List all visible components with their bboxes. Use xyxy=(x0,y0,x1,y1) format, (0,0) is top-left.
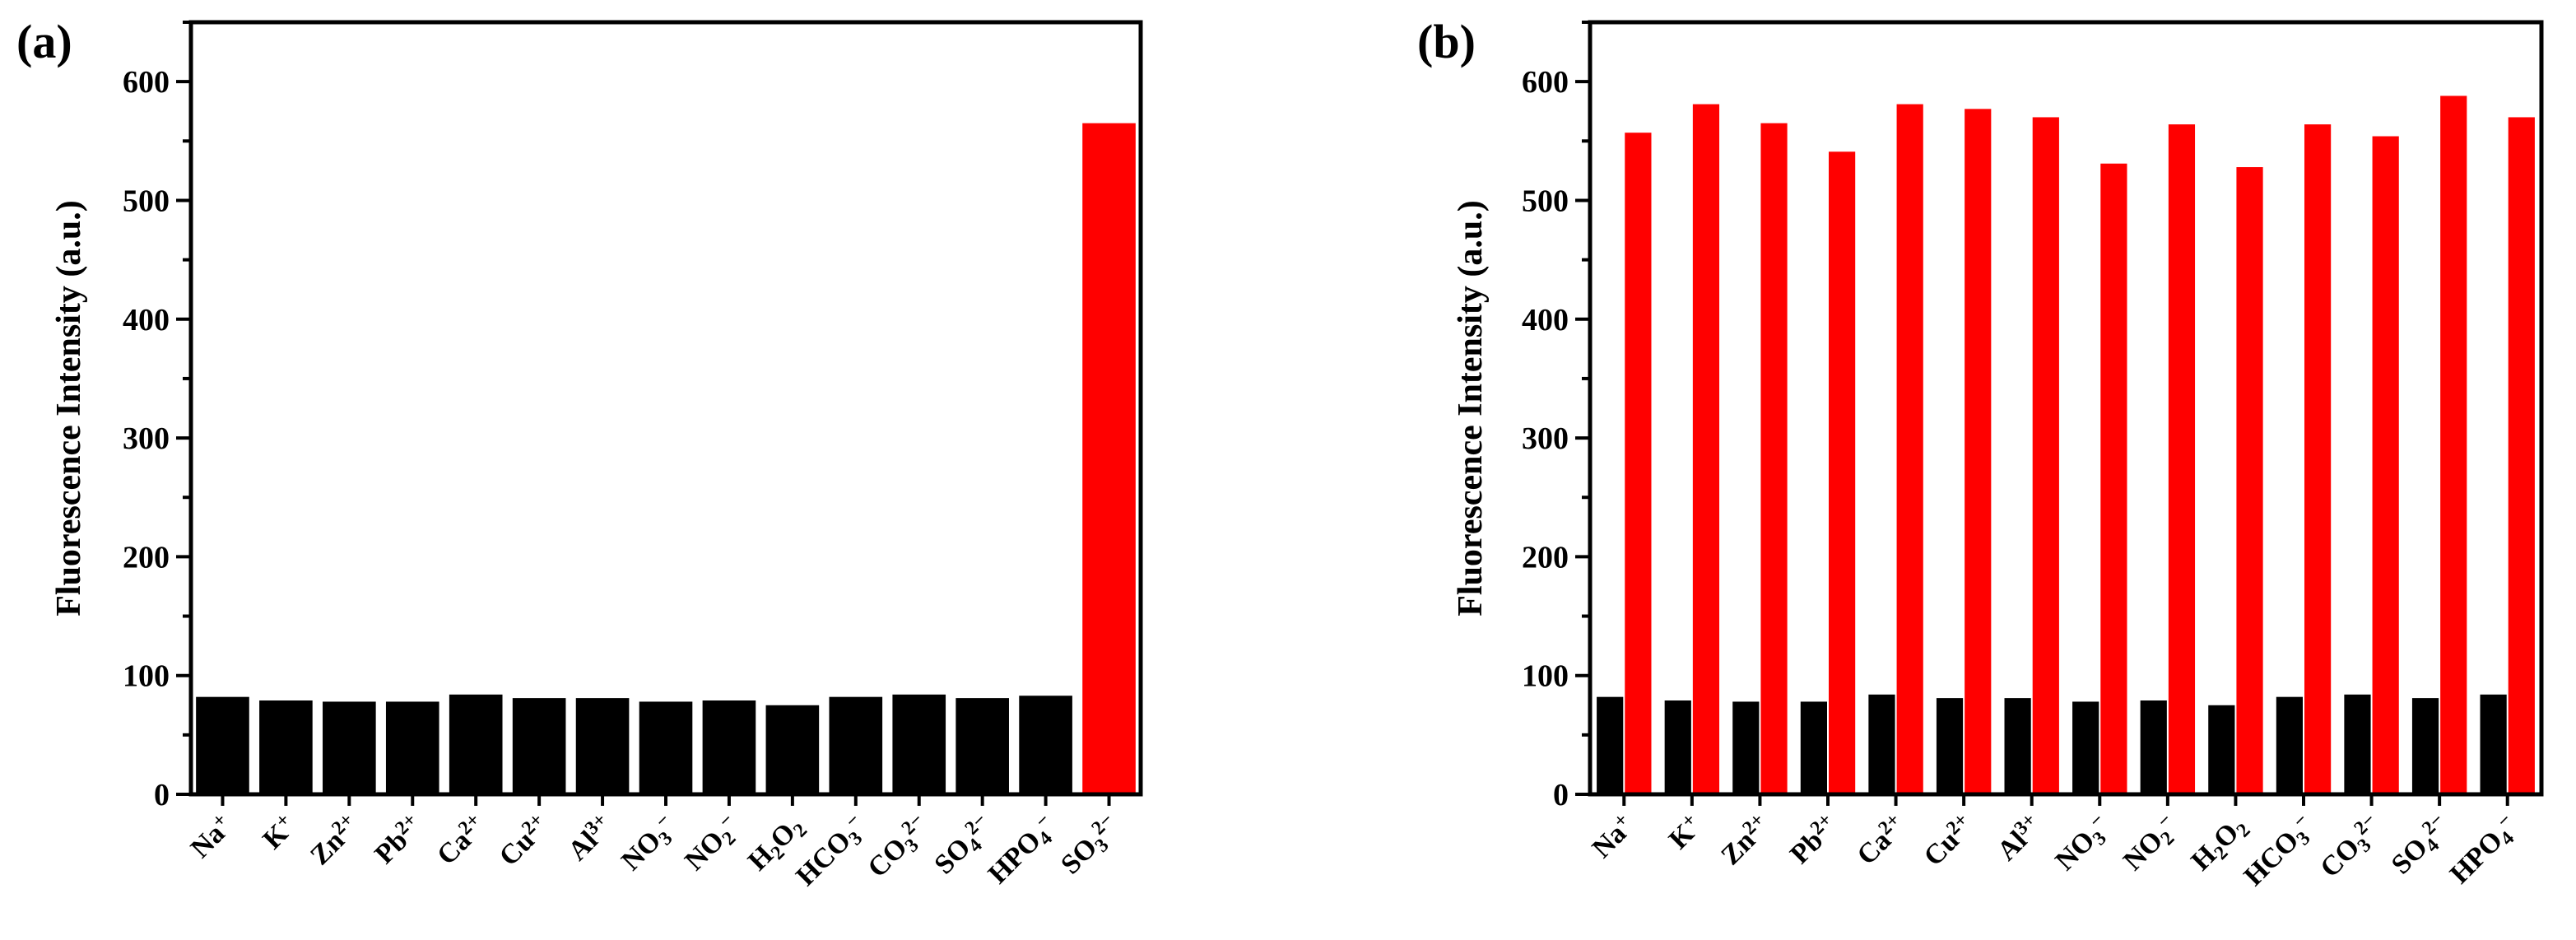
bar-0 xyxy=(196,696,249,794)
y-tick-label: 0 xyxy=(1553,778,1569,812)
x-tick-label: Pb2+ xyxy=(1783,809,1844,870)
y-tick-label: 200 xyxy=(123,540,170,575)
x-tick-label: Al3+ xyxy=(1991,809,2048,867)
bar-s1-9 xyxy=(2236,167,2263,794)
bar-s0-10 xyxy=(2276,696,2303,794)
bar-s0-1 xyxy=(1664,700,1691,794)
x-tick-label: Ca2+ xyxy=(430,809,492,871)
bar-9 xyxy=(765,705,820,794)
x-tick-label: HPO4− xyxy=(2443,809,2527,892)
bar-14 xyxy=(1082,123,1136,794)
y-tick-label: 600 xyxy=(123,65,170,100)
y-tick-label: 400 xyxy=(123,303,170,337)
bar-s0-3 xyxy=(1800,701,1827,794)
x-tick-label: Zn2+ xyxy=(304,809,365,871)
y-tick-label: 200 xyxy=(1522,540,1569,575)
x-tick-label: K+ xyxy=(256,809,302,855)
y-tick-label: 100 xyxy=(1522,659,1569,694)
bar-6 xyxy=(575,698,630,794)
bar-1 xyxy=(259,700,313,794)
bar-s1-8 xyxy=(2168,124,2196,794)
bar-5 xyxy=(512,698,566,794)
y-tick-label: 500 xyxy=(123,184,170,218)
bar-s0-7 xyxy=(2072,701,2099,794)
x-tick-label: HCO3− xyxy=(2237,809,2323,895)
y-tick-label: 300 xyxy=(1522,421,1569,456)
bar-s1-13 xyxy=(2508,117,2535,794)
bar-s0-5 xyxy=(1936,698,1964,794)
bar-11 xyxy=(892,694,946,794)
bar-4 xyxy=(449,694,503,794)
bar-8 xyxy=(702,700,756,794)
x-tick-label: Ca2+ xyxy=(1850,809,1912,871)
panel-label: (a) xyxy=(16,15,72,68)
bar-13 xyxy=(1019,696,1072,794)
x-tick-label: Na+ xyxy=(184,809,239,864)
x-tick-label: NO3− xyxy=(2048,809,2118,879)
bar-12 xyxy=(956,698,1009,794)
bar-s0-13 xyxy=(2480,694,2507,794)
y-tick-label: 100 xyxy=(123,659,170,694)
x-tick-label: HCO3− xyxy=(789,809,875,895)
y-tick-label: 300 xyxy=(123,421,170,456)
x-tick-label: Pb2+ xyxy=(368,809,429,870)
x-tick-label: Zn2+ xyxy=(1714,809,1776,871)
bar-s0-11 xyxy=(2344,694,2371,794)
bar-s0-4 xyxy=(1868,694,1895,794)
bar-s1-11 xyxy=(2372,136,2399,794)
panel-label: (b) xyxy=(1417,15,1476,68)
y-axis-label: Fluorescence Intensity (a.u.) xyxy=(50,200,88,617)
x-tick-label: SO32− xyxy=(1054,809,1128,883)
plot-frame xyxy=(188,20,1143,797)
y-axis-label: Fluorescence Intensity (a.u.) xyxy=(1452,200,1490,617)
bar-s0-8 xyxy=(2140,700,2167,794)
bar-2 xyxy=(323,701,376,794)
y-tick-label: 0 xyxy=(154,778,170,812)
bar-3 xyxy=(385,701,439,794)
bar-7 xyxy=(639,701,693,794)
bar-s0-2 xyxy=(1732,701,1760,794)
bar-10 xyxy=(829,696,883,794)
bar-s1-4 xyxy=(1896,104,1923,794)
bar-s1-0 xyxy=(1625,133,1652,794)
bar-s1-1 xyxy=(1692,104,1720,794)
bar-s1-7 xyxy=(2100,163,2127,795)
bar-s1-12 xyxy=(2440,95,2467,795)
x-tick-label: HPO4− xyxy=(982,809,1065,892)
x-tick-label: NO2− xyxy=(2117,809,2187,879)
x-tick-label: NO3− xyxy=(615,809,685,879)
x-tick-label: Al3+ xyxy=(561,809,619,867)
plot-frame xyxy=(1588,20,2544,797)
bar-s0-12 xyxy=(2411,698,2439,794)
bar-s1-3 xyxy=(1829,151,1856,794)
bar-s0-0 xyxy=(1597,696,1624,794)
x-tick-label: Cu2+ xyxy=(492,809,555,872)
bar-s0-9 xyxy=(2208,705,2235,794)
bar-s1-10 xyxy=(2304,124,2332,794)
y-tick-label: 500 xyxy=(1522,184,1569,218)
bar-s1-5 xyxy=(1965,109,1992,795)
bar-s1-6 xyxy=(2032,117,2059,794)
bar-s0-6 xyxy=(2004,698,2031,794)
x-tick-label: Na+ xyxy=(1585,809,1640,864)
y-tick-label: 600 xyxy=(1522,65,1569,100)
x-tick-label: K+ xyxy=(1662,809,1709,855)
x-tick-label: CO32− xyxy=(2313,809,2391,886)
x-tick-label: NO2− xyxy=(678,809,748,879)
bar-s1-2 xyxy=(1760,123,1788,794)
x-tick-label: Cu2+ xyxy=(1917,809,1979,872)
x-tick-label: CO32− xyxy=(861,809,938,886)
y-tick-label: 400 xyxy=(1522,303,1569,337)
